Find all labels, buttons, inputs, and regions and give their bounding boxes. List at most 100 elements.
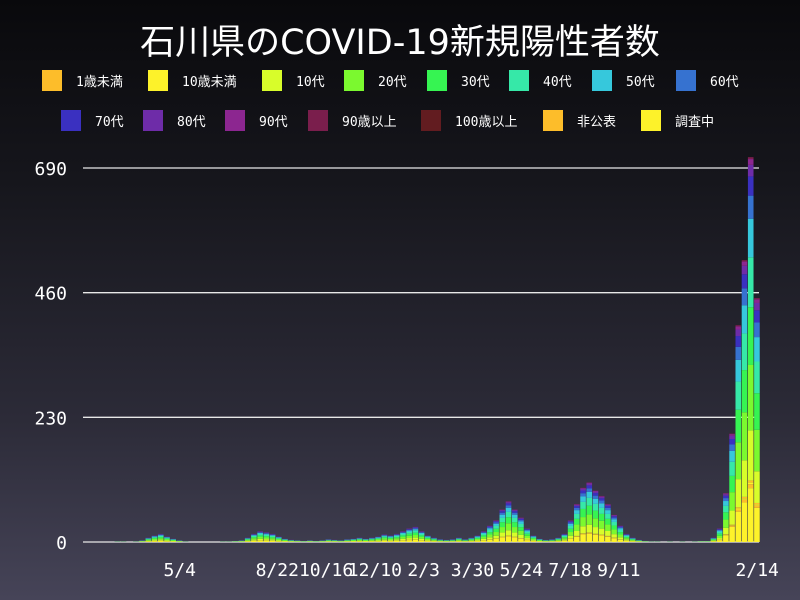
x-tick-label: 2/14 (736, 560, 779, 581)
bar-segment (157, 535, 164, 536)
bar-segment (530, 537, 537, 539)
legend-item[interactable]: 90代 (225, 109, 288, 131)
bar-segment (561, 539, 568, 541)
bar-segment (493, 528, 499, 533)
bar-segment (456, 538, 462, 540)
bar-segment (487, 539, 493, 542)
bar-segment (468, 539, 475, 541)
legend-item[interactable]: 50代 (592, 69, 655, 91)
x-tick-label: 7/18 (548, 560, 591, 581)
bar-segment (723, 493, 729, 495)
bar-segment (511, 522, 518, 528)
legend-item[interactable]: 100歳以上 (421, 109, 517, 131)
bar-segment (381, 537, 388, 539)
bar-segment (735, 479, 742, 508)
bar-segment (145, 541, 152, 542)
bar-segment (617, 537, 624, 540)
legend-item[interactable]: 10歳未満 (148, 69, 237, 91)
bar-segment (747, 482, 754, 485)
bar-segment (741, 333, 748, 371)
legend-item[interactable]: 70代 (61, 109, 124, 131)
bar-segment (412, 529, 419, 531)
bar-segment (424, 539, 431, 541)
bar-segment (244, 538, 251, 540)
bar-segment (741, 370, 748, 413)
legend-item[interactable]: 40代 (509, 69, 572, 91)
bar-segment (617, 532, 624, 535)
bar-segment (524, 533, 530, 536)
legend-item[interactable]: 20代 (344, 69, 407, 91)
bar-segment (574, 505, 580, 508)
bar-segment (567, 532, 574, 536)
legend-swatch (427, 69, 447, 91)
bar-segment (356, 539, 363, 541)
bar-segment (468, 538, 475, 540)
bar-segment (151, 538, 158, 540)
legend-item[interactable]: 60代 (676, 69, 739, 91)
bar-segment (424, 538, 431, 540)
legend-item[interactable]: 80代 (143, 109, 206, 131)
bar-segment (505, 517, 512, 524)
bar-segment (480, 540, 487, 542)
bar-segment (710, 540, 717, 541)
bar-segment (418, 537, 425, 539)
bar-segment (623, 537, 630, 539)
bar-segment (729, 461, 735, 476)
bar-segment (369, 541, 375, 542)
legend-item[interactable]: 30代 (427, 69, 490, 91)
chart-title: 石川県のCOVID-19新規陽性者数 (140, 23, 660, 63)
bar-segment (735, 507, 742, 509)
bar-segment (586, 485, 593, 489)
bar-segment (356, 540, 363, 542)
bar-segment (735, 329, 742, 337)
legend-label: 90歳以上 (342, 114, 397, 130)
bar-segment (754, 393, 760, 430)
bar-segment (592, 495, 599, 499)
bar-segment (257, 531, 263, 533)
bar-segment (605, 518, 611, 525)
bar-segment (747, 488, 754, 542)
bar-segment (511, 532, 518, 537)
bar-segment (561, 538, 568, 540)
legend-item[interactable]: 調査中 (641, 109, 714, 131)
bar-segment (741, 288, 748, 306)
legend-swatch (42, 69, 62, 91)
bar-segment (592, 493, 599, 496)
bar-segment (611, 519, 617, 522)
bar-segment (164, 539, 170, 541)
legend-label: 1歳未満 (76, 74, 123, 90)
legend-swatch (308, 109, 328, 131)
bar-segment (257, 540, 263, 542)
bar-segment (257, 532, 263, 534)
bar-segment (493, 520, 499, 522)
bar-segment (412, 530, 419, 533)
bar-segment (406, 531, 412, 534)
legend-item[interactable]: 非公表 (543, 109, 616, 131)
bar-segment (623, 538, 630, 540)
bar-segment (580, 488, 586, 489)
bar-segment (244, 541, 251, 542)
bar-segment (567, 538, 574, 542)
bar-segment (157, 535, 164, 538)
bar-segment (412, 532, 419, 536)
bar-segment (574, 504, 580, 505)
bar-segment (369, 539, 375, 541)
bar-segment (741, 499, 748, 503)
x-tick-label: 2/3 (407, 560, 440, 581)
bar-segment (151, 540, 158, 541)
bar-segment (424, 537, 431, 539)
bar-segment (754, 502, 760, 505)
bar-segment (747, 164, 754, 177)
bar-segment (282, 540, 288, 542)
bar-segment (431, 538, 437, 540)
legend-item[interactable]: 90歳以上 (308, 109, 397, 131)
bar-segment (356, 541, 363, 542)
bar-segment (741, 261, 748, 266)
x-tick-label: 8/22 (256, 560, 299, 581)
bar-segment (151, 536, 158, 538)
bar-segment (580, 533, 586, 535)
legend-item[interactable]: 1歳未満 (42, 69, 123, 91)
legend-item[interactable]: 10代 (262, 69, 325, 91)
bar-segment (418, 532, 425, 534)
bar-segment (754, 471, 760, 503)
